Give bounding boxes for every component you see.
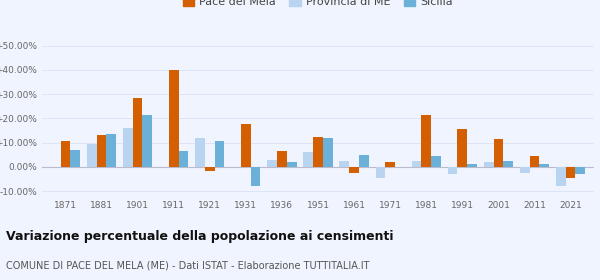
Bar: [520, 167, 530, 173]
Bar: [349, 167, 359, 173]
Bar: [241, 125, 251, 167]
Bar: [97, 136, 106, 167]
Bar: [251, 167, 260, 186]
Bar: [412, 161, 421, 167]
Bar: [566, 167, 575, 178]
Text: Variazione percentuale della popolazione ai censimenti: Variazione percentuale della popolazione…: [6, 230, 394, 242]
Bar: [313, 137, 323, 167]
Bar: [133, 98, 142, 167]
Legend: Pace del Mela, Provincia di ME, Sicilia: Pace del Mela, Provincia di ME, Sicilia: [181, 0, 455, 9]
Bar: [359, 155, 368, 167]
Bar: [467, 164, 477, 167]
Bar: [556, 167, 566, 186]
Bar: [494, 139, 503, 167]
Bar: [215, 141, 224, 167]
Bar: [448, 167, 457, 174]
Bar: [205, 167, 215, 171]
Text: COMUNE DI PACE DEL MELA (ME) - Dati ISTAT - Elaborazione TUTTITALIA.IT: COMUNE DI PACE DEL MELA (ME) - Dati ISTA…: [6, 260, 370, 270]
Bar: [277, 151, 287, 167]
Bar: [195, 138, 205, 167]
Bar: [421, 115, 431, 167]
Bar: [385, 162, 395, 167]
Bar: [457, 129, 467, 167]
Bar: [268, 160, 277, 167]
Bar: [575, 167, 585, 174]
Bar: [142, 115, 152, 167]
Bar: [123, 128, 133, 167]
Bar: [530, 156, 539, 167]
Bar: [340, 161, 349, 167]
Bar: [376, 167, 385, 178]
Bar: [87, 144, 97, 167]
Bar: [503, 161, 513, 167]
Bar: [323, 138, 332, 167]
Bar: [106, 134, 116, 167]
Bar: [304, 152, 313, 167]
Bar: [539, 164, 549, 167]
Bar: [287, 162, 296, 167]
Bar: [61, 141, 70, 167]
Bar: [484, 162, 494, 167]
Bar: [169, 70, 179, 167]
Bar: [70, 150, 80, 167]
Bar: [179, 151, 188, 167]
Bar: [431, 156, 441, 167]
